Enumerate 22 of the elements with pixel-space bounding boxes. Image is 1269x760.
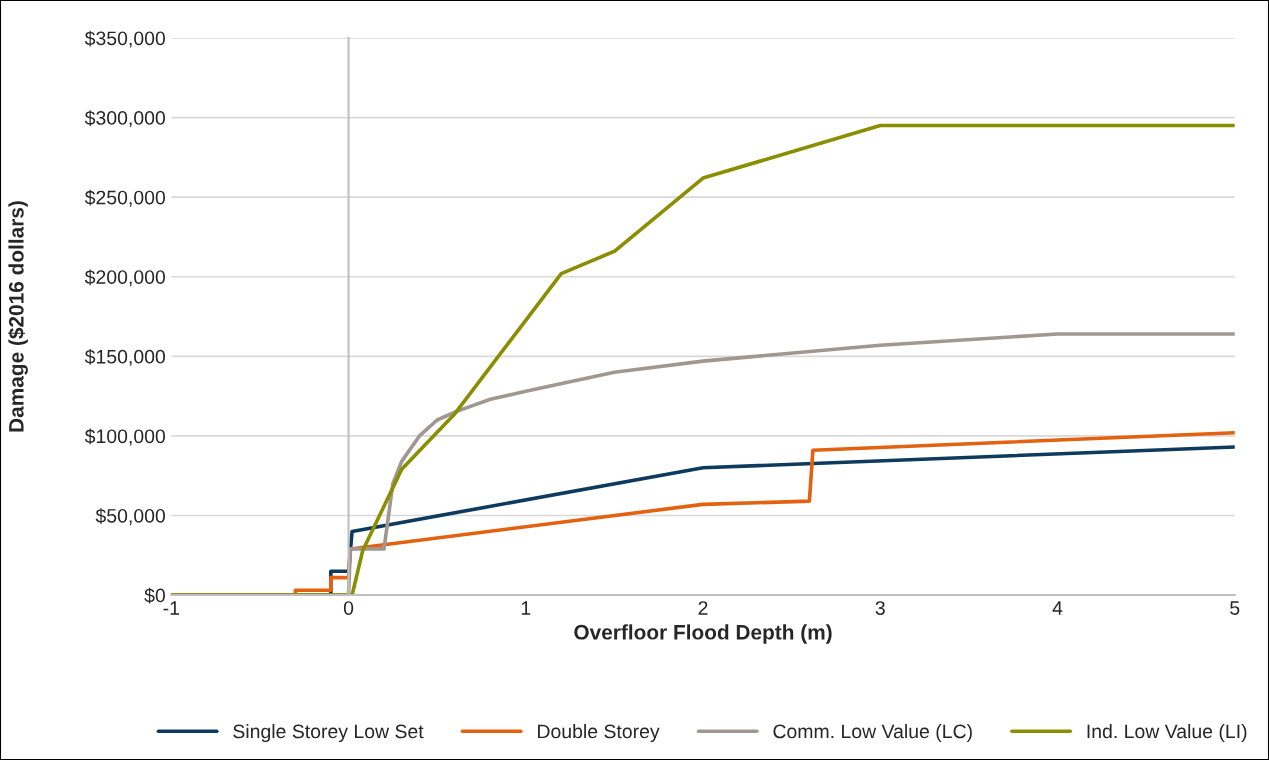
x-tick-label: 0 [343, 601, 354, 615]
y-tick-label: $250,000 [84, 189, 166, 207]
x-tick-label: 3 [875, 601, 885, 615]
x-tick-label: 5 [1230, 601, 1240, 615]
x-tick-label: 4 [1052, 601, 1063, 615]
y-tick-label: $100,000 [84, 428, 166, 446]
y-tick-label: $300,000 [84, 110, 166, 128]
x-tick-label: -1 [163, 601, 180, 615]
legend-label: Comm. Low Value (LC) [773, 724, 972, 743]
x-tick-label: 2 [698, 601, 708, 615]
legend-label: Ind. Low Value (LI) [1087, 724, 1247, 743]
y-tick-label: $0 [144, 587, 165, 604]
y-tick-label: $150,000 [84, 348, 166, 366]
y-tick-label: $50,000 [95, 508, 166, 526]
x-axis-title: Overfloor Flood Depth (m) [574, 624, 832, 644]
x-tick-label: 1 [521, 601, 531, 615]
legend-label: Double Storey [538, 724, 660, 743]
y-axis-title: Damage ($2016 dollars) [8, 201, 28, 432]
legend-label: Single Storey Low Set [233, 724, 424, 743]
y-tick-label: $200,000 [84, 269, 166, 287]
line-series [171, 123, 1235, 596]
y-tick-label: $350,000 [84, 30, 166, 48]
